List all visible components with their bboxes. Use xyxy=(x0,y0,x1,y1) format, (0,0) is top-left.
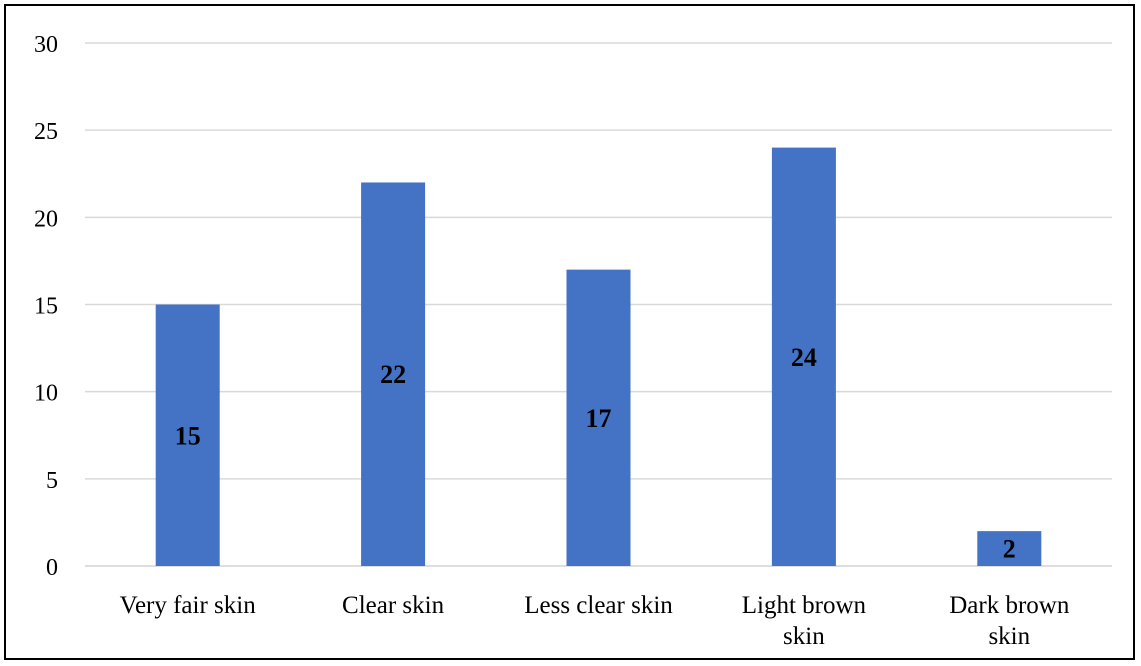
x-category-label-line: skin xyxy=(988,623,1030,650)
y-tick-label: 30 xyxy=(34,32,58,58)
x-category-label: Less clear skin xyxy=(524,592,673,619)
data-label: 2 xyxy=(1003,535,1016,564)
gridlines xyxy=(85,42,1112,567)
y-tick-label: 5 xyxy=(46,468,58,494)
x-category-label-line: Light brown xyxy=(742,592,867,619)
data-label: 15 xyxy=(175,421,201,450)
x-category-label-line: Less clear skin xyxy=(524,592,673,619)
data-labels: 15 22 17 24 2 xyxy=(175,343,1016,564)
bars xyxy=(155,147,1042,566)
x-category-label-line: skin xyxy=(783,623,825,650)
bar-less-clear-skin xyxy=(566,269,631,566)
bar-very-fair-skin xyxy=(155,304,220,566)
bar-clear-skin xyxy=(361,182,426,566)
y-tick-label: 15 xyxy=(34,294,58,320)
bar-dark-brown-skin xyxy=(977,531,1042,566)
x-category-label: Dark brown skin xyxy=(949,592,1070,650)
x-category-label: Clear skin xyxy=(342,592,445,619)
y-axis-tick-labels: 0 5 10 15 20 25 30 xyxy=(34,32,58,581)
x-category-label-line: Dark brown xyxy=(949,592,1070,619)
data-label: 22 xyxy=(380,360,406,389)
x-category-label: Light brown skin xyxy=(742,592,867,650)
x-category-label: Very fair skin xyxy=(120,592,257,619)
x-category-label-line: Very fair skin xyxy=(120,592,257,619)
y-tick-label: 20 xyxy=(34,206,58,232)
data-label: 17 xyxy=(586,404,612,433)
bar-light-brown-skin xyxy=(771,147,836,566)
x-category-label-line: Clear skin xyxy=(342,592,445,619)
y-tick-label: 25 xyxy=(34,119,58,145)
x-axis-category-labels: Very fair skin Clear skin Less clear skin L… xyxy=(120,592,1070,650)
y-tick-label: 0 xyxy=(46,555,58,581)
y-tick-label: 10 xyxy=(34,381,58,407)
data-label: 24 xyxy=(791,343,817,372)
